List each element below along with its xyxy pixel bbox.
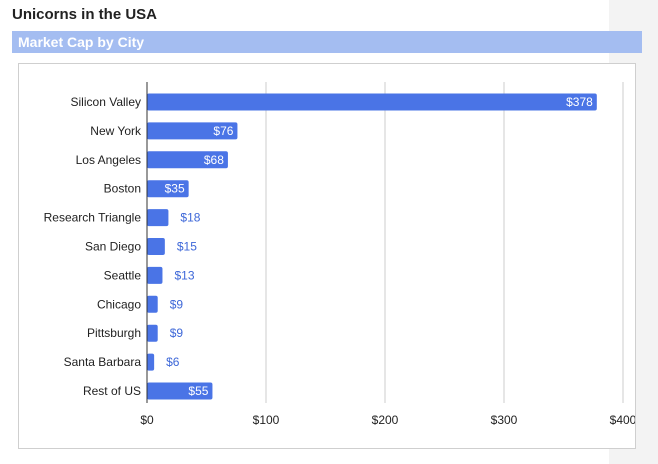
category-label: Research Triangle [44,211,142,225]
market-cap-bar-chart: $0 $100 $200 $300 $400 Silicon Valley $378 New … [44,82,635,427]
bar [147,238,165,255]
data-label: $6 [166,355,180,369]
bar [147,151,228,169]
data-label: $15 [177,240,197,254]
bar [147,93,597,111]
section-header: Market Cap by City [12,31,642,53]
bar [147,209,169,227]
x-tick-label: $300 [491,413,518,427]
data-label: $378 [566,95,593,109]
category-label: Silicon Valley [71,95,141,109]
category-label: San Diego [85,240,141,254]
data-label: $76 [213,124,233,138]
section-title: Market Cap by City [18,34,145,50]
bar [147,295,158,313]
data-label: $18 [180,211,200,225]
category-label: Pittsburgh [87,326,141,340]
bar [147,382,213,400]
category-label: Santa Barbara [64,355,142,369]
category-label: Rest of US [83,384,141,398]
x-tick-label: $200 [372,413,399,427]
x-tick-label: $0 [140,413,154,427]
bar [147,122,238,140]
x-tick-label: $100 [253,413,280,427]
data-label: $9 [170,297,184,311]
category-label: Seattle [104,268,142,282]
category-label: Boston [104,182,141,196]
data-label: $55 [188,384,208,398]
data-label: $68 [204,153,224,167]
page-title: Unicorns in the USA [12,6,158,23]
bar [147,180,189,198]
category-label: Chicago [97,297,141,311]
category-label: Los Angeles [76,153,141,167]
category-label: New York [90,124,142,138]
data-label: $35 [165,182,185,196]
bar [147,353,155,371]
x-tick-label: $400 [610,413,635,427]
data-label: $9 [170,326,184,340]
data-label: $13 [174,268,194,282]
bar [147,266,163,284]
chart-container: $0 $100 $200 $300 $400 Silicon Valley $378 New … [18,63,636,449]
bar [147,324,158,342]
